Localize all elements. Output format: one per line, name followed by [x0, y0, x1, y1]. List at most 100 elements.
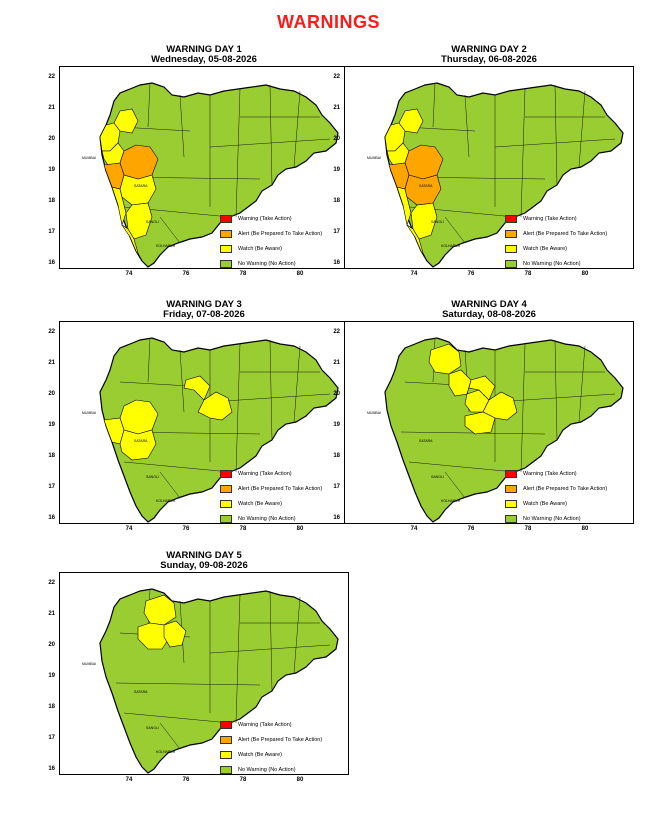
panel-title: WARNING DAY 4 — [451, 299, 527, 310]
page-title: WARNINGS — [277, 12, 380, 32]
district-latur-watch — [464, 411, 496, 435]
map-frame: MUMBAI SATARA SANGLI KOLHAPUR Warning (Take … — [344, 321, 634, 524]
y-tick-label: 19 — [333, 422, 340, 428]
y-tick-label: 21 — [48, 360, 55, 366]
map-label: SANGLI — [146, 726, 159, 730]
y-tick-label: 17 — [48, 229, 55, 235]
legend-label: Alert (Be Prepared To Take Action) — [238, 231, 323, 237]
y-tick-label: 18 — [48, 453, 55, 459]
panel-title: WARNING DAY 1 — [166, 44, 242, 55]
legend-label: Alert (Be Prepared To Take Action) — [523, 486, 608, 492]
legend-item: Warning (Take Action) — [505, 470, 633, 479]
x-tick-label: 74 — [410, 526, 418, 532]
legend-label: Warning (Take Action) — [238, 216, 292, 222]
y-tick-label: 16 — [333, 515, 340, 521]
y-tick-label: 16 — [48, 515, 55, 521]
x-tick-label: 78 — [239, 271, 247, 277]
maharashtra-map: MUMBAI SATARA SANGLI KOLHAPUR — [82, 588, 339, 774]
district-borders — [115, 82, 331, 244]
legend-label: No Warning (No Action) — [523, 261, 581, 267]
x-tick-label: 80 — [296, 526, 304, 532]
map-label: KOLHAPUR — [441, 244, 461, 248]
x-tick-label: 76 — [467, 526, 475, 532]
legend-swatch — [220, 721, 232, 729]
legend-item: Alert (Be Prepared To Take Action) — [220, 230, 348, 239]
panel-title: WARNING DAY 5 — [166, 550, 242, 561]
map-label: SATARA — [134, 439, 148, 443]
x-tick-label: 74 — [125, 526, 133, 532]
legend-swatch — [505, 485, 517, 493]
legend-label: No Warning (No Action) — [523, 516, 581, 522]
legend-swatch — [220, 736, 232, 744]
y-tick-label: 17 — [333, 229, 340, 235]
map-frame: MUMBAI SATARA SANGLI KOLHAPUR Warning (Take … — [59, 572, 349, 775]
x-tick-label: 78 — [239, 777, 247, 783]
state-outline — [384, 82, 624, 268]
y-tick-label: 22 — [48, 580, 55, 586]
district-borders — [400, 82, 616, 244]
legend-item: Alert (Be Prepared To Take Action) — [505, 485, 633, 494]
legend-item: Watch (Be Aware) — [220, 245, 348, 254]
district-aurangabad-watch — [137, 622, 171, 650]
legend-label: No Warning (No Action) — [238, 516, 296, 522]
y-tick-label: 20 — [48, 642, 55, 648]
legend-label: Watch (Be Aware) — [523, 246, 568, 252]
y-tick-label: 22 — [48, 74, 55, 80]
legend-swatch — [505, 500, 517, 508]
maharashtra-map: MUMBAI SATARA SANGLI KOLHAPUR — [82, 82, 339, 268]
panel-date: Wednesday, 05-08-2026 — [151, 54, 257, 65]
x-tick-label: 80 — [296, 271, 304, 277]
y-tick-label: 18 — [333, 453, 340, 459]
map-label: KOLHAPUR — [441, 499, 461, 503]
legend-label: No Warning (No Action) — [238, 767, 296, 773]
district-satara-watch — [119, 429, 157, 461]
state-outline — [384, 337, 624, 523]
legend-label: Alert (Be Prepared To Take Action) — [238, 486, 323, 492]
x-tick-label: 74 — [125, 777, 133, 783]
legend-swatch — [220, 766, 232, 774]
warning-panel-day-4: WARNING DAY 4 Saturday, 08-08-2026 MUMBAI S… — [333, 299, 634, 538]
y-tick-label: 21 — [48, 611, 55, 617]
y-tick-label: 20 — [333, 391, 340, 397]
legend-item: Watch (Be Aware) — [505, 245, 633, 254]
legend-label: Watch (Be Aware) — [238, 501, 283, 507]
district-raigad-alert — [103, 162, 125, 190]
legend-item: Alert (Be Prepared To Take Action) — [505, 230, 633, 239]
legend-label: No Warning (No Action) — [238, 261, 296, 267]
map-frame: MUMBAI SATARA SANGLI KOLHAPUR Warning (Take … — [59, 66, 349, 269]
panel-date: Saturday, 08-08-2026 — [442, 309, 536, 320]
legend-item: Alert (Be Prepared To Take Action) — [220, 736, 348, 745]
panel-title: WARNING DAY 3 — [166, 299, 242, 310]
district-sindhudurg-watch — [121, 224, 143, 262]
legend-item: No Warning (No Action) — [220, 766, 348, 774]
warning-panel-day-5: WARNING DAY 5 Sunday, 09-08-2026 MUMBAI SAT… — [48, 550, 349, 789]
legend-swatch — [220, 470, 232, 478]
x-tick-label: 80 — [296, 777, 304, 783]
district-nashik_w-watch — [113, 108, 139, 134]
legend-item: Warning (Take Action) — [505, 215, 633, 224]
legend-swatch — [220, 515, 232, 523]
legend-item: No Warning (No Action) — [505, 515, 633, 523]
map-label: SANGLI — [431, 220, 444, 224]
map-label: SATARA — [419, 184, 433, 188]
map-label: MUMBAI — [367, 411, 381, 415]
state-outline — [99, 588, 339, 774]
legend-swatch — [505, 230, 517, 238]
district-pune-alert — [404, 144, 444, 180]
y-tick-label: 16 — [48, 260, 55, 266]
maharashtra-map: MUMBAI SATARA SANGLI KOLHAPUR — [367, 82, 624, 268]
x-tick-label: 76 — [182, 777, 190, 783]
legend-item: Watch (Be Aware) — [220, 500, 348, 509]
legend-swatch — [220, 230, 232, 238]
map-label: SATARA — [134, 184, 148, 188]
legend-item: Warning (Take Action) — [220, 470, 348, 479]
x-tick-label: 80 — [581, 271, 589, 277]
y-tick-label: 18 — [48, 704, 55, 710]
y-tick-label: 21 — [48, 105, 55, 111]
x-tick-label: 78 — [239, 526, 247, 532]
x-tick-label: 78 — [524, 271, 532, 277]
legend-item: Alert (Be Prepared To Take Action) — [220, 485, 348, 494]
x-tick-label: 78 — [524, 526, 532, 532]
y-tick-label: 19 — [48, 422, 55, 428]
map-label: SATARA — [419, 439, 433, 443]
